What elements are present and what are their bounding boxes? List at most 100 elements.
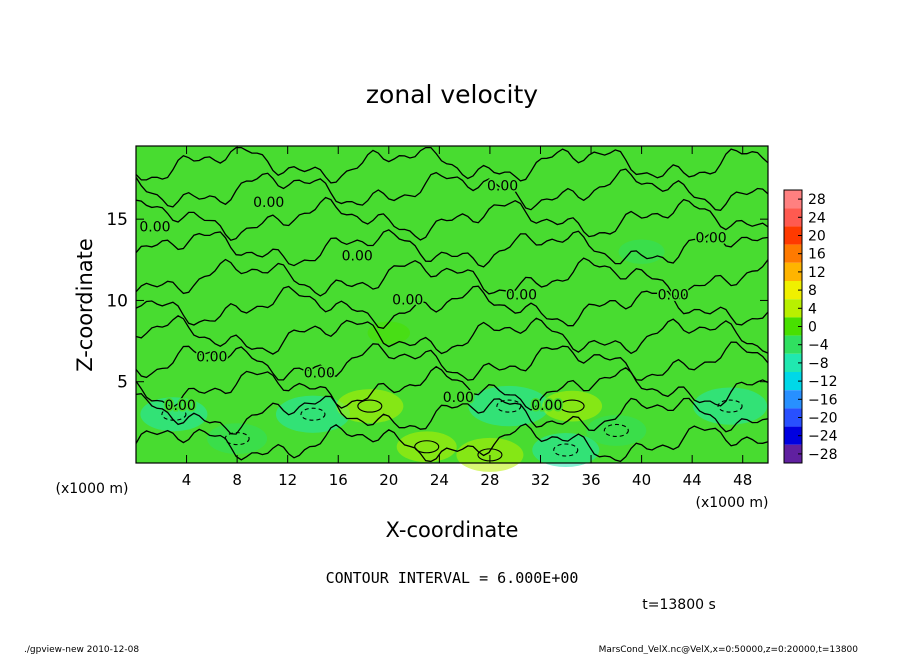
contour-line [135,341,769,381]
contour-loop [300,407,326,421]
colorbar-swatch [784,208,802,227]
colorbar-swatch [784,372,802,391]
contour-loop [414,440,440,454]
contour-label: 0.00 [342,249,373,265]
chart-title: zonal velocity [366,80,538,109]
colorbar-label: −8 [808,356,829,372]
field-anomaly [456,437,524,472]
field-anomaly [275,395,350,433]
colorbar-label: −16 [808,392,838,408]
colorbar-label: 12 [808,265,826,281]
colorbar-label: −4 [808,338,829,354]
contour-label: 0.00 [531,398,562,414]
field-anomaly [140,397,208,432]
field-anomaly [396,431,457,463]
colorbar-swatch [784,444,802,463]
contour-loop [553,443,579,457]
colorbar-swatch [784,335,802,354]
colorbar-label: 20 [808,229,826,245]
plot-area: 0.00 0.00 0.00 0.00 0.00 0.00 0.00 0.00 0.00 0.00… [106,145,769,489]
contour-label: 0.00 [196,349,227,365]
contour-label: 0.00 [487,179,518,195]
contour-loop [559,399,585,413]
contour-line [135,423,769,463]
y-tick-label: 5 [117,373,128,393]
x-axis-ticks: 4 8 12 16 20 24 28 32 36 40 44 48 [182,146,752,489]
contour-loop [357,399,383,413]
x-tick-label: 12 [278,471,297,489]
colorbar-label: 28 [808,192,826,208]
colorbar-swatch [784,244,802,263]
x-tick-label: 32 [531,471,550,489]
x-unit-right: (x1000 m) [696,495,769,511]
contour-label: 0.00 [392,292,423,308]
plot-background [136,146,768,463]
colorbar-label: 0 [808,320,817,336]
colorbar-swatch [784,390,802,409]
colorbar-swatch [784,299,802,318]
x-tick-label: 20 [379,471,398,489]
contour-label: 0.00 [696,231,727,247]
field-anomaly [207,423,268,455]
contour-line [135,168,769,211]
contour-line [135,196,769,241]
contour-label: 0.00 [443,390,474,406]
time-text: t=13800 s [642,597,716,613]
y-tick-label: 10 [106,291,128,311]
colorbar-label: −12 [808,374,838,390]
contour-label: 0.00 [506,288,537,304]
contour-label: 0.00 [304,366,335,382]
contour-label: 0.00 [165,398,196,414]
contour-interval-text: CONTOUR INTERVAL = 6.000E+00 [326,569,579,587]
field-anomaly [586,415,647,446]
colorbar-swatch [784,190,802,209]
contour-line [135,229,769,268]
plot-frame [135,145,769,464]
x-tick-label: 48 [733,471,752,489]
colorbar-label: 16 [808,247,826,263]
colorbar-label: −28 [808,447,838,463]
x-tick-label: 8 [232,471,242,489]
colorbar-swatch [784,317,802,336]
contour-line [135,146,769,184]
y-axis-label: Z-coordinate [73,238,97,372]
x-tick-label: 36 [581,471,600,489]
colorbar-swatch [784,408,802,427]
colorbar-label: 8 [808,283,817,299]
contour-loop [161,407,187,421]
contour-label: 0.00 [658,288,689,304]
contour-line [135,285,769,330]
colorbar-label: −20 [808,411,838,427]
x-unit-left: (x1000 m) [56,481,129,497]
contour-loop [496,399,522,413]
x-tick-label: 40 [632,471,651,489]
colorbar-swatch [784,426,802,445]
footer-left: ./gpview-new 2010-12-08 [24,645,139,654]
x-tick-label: 28 [480,471,499,489]
y-tick-label: 15 [106,210,128,230]
contour-line [135,315,769,355]
footer-right: MarsCond_VelX.nc@VelX,x=0:50000,z=0:2000… [599,645,859,654]
field-anomaly [618,239,665,264]
contour-loop [717,399,743,413]
colorbar-swatch [784,262,802,281]
x-tick-label: 4 [182,471,192,489]
contour-label: 0.00 [139,219,170,235]
contour-labels: 0.00 0.00 0.00 0.00 0.00 0.00 0.00 0.00 0.00 0.00… [138,177,728,415]
colorbar-swatch [784,226,802,245]
field-anomaly [367,321,411,345]
x-tick-label: 44 [683,471,702,489]
colorbar-label: 4 [808,301,817,317]
contour-loop [224,432,250,446]
contour-lines [135,146,769,463]
x-tick-label: 16 [329,471,348,489]
contour-line [135,365,769,411]
contour-line [135,257,769,300]
x-axis-label: X-coordinate [386,518,519,542]
colorbar-swatch [784,353,802,372]
colorbar: 28 24 20 16 12 8 4 0 −4 −8 −12 −16 −20 −24 −28 [783,189,838,464]
colorbar-label: −24 [808,429,838,445]
field-anomaly [336,389,404,424]
x-tick-label: 24 [430,471,449,489]
